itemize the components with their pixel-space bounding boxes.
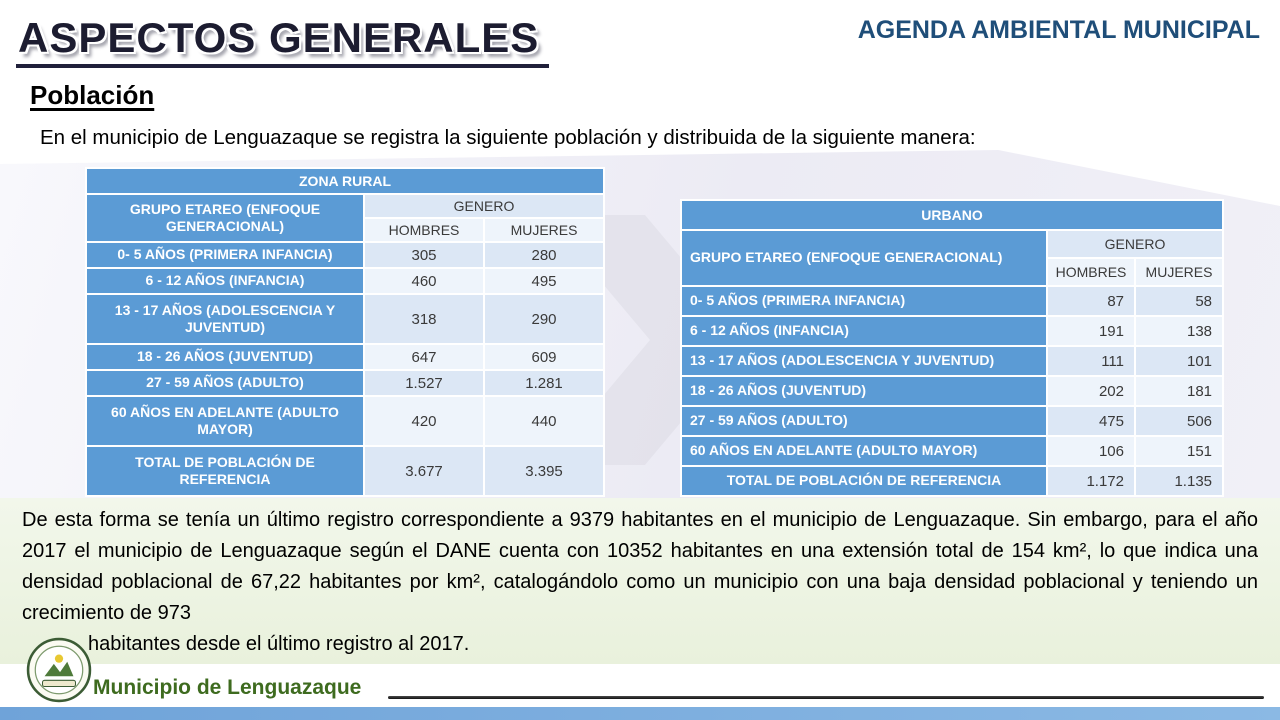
row-mujeres-value: 495 xyxy=(482,267,606,295)
row-mujeres-value: 58 xyxy=(1133,285,1225,317)
row-label: 13 - 17 AÑOS (ADOLESCENCIA Y JUVENTUD) xyxy=(680,345,1048,377)
row-hombres-value: 111 xyxy=(1046,345,1136,377)
row-hombres-value: 305 xyxy=(363,241,485,269)
row-label: 0- 5 AÑOS (PRIMERA INFANCIA) xyxy=(680,285,1048,317)
table-row: 18 - 26 AÑOS (JUVENTUD) 202 181 xyxy=(680,375,1225,407)
row-mujeres-value: 181 xyxy=(1133,375,1225,407)
table-row: 6 - 12 AÑOS (INFANCIA) 191 138 xyxy=(680,315,1225,347)
table-total-row: TOTAL DE POBLACIÓN DE REFERENCIA 3.677 3… xyxy=(85,445,606,497)
table-header-row: HOMBRES MUJERES xyxy=(86,217,606,243)
row-mujeres-value: 138 xyxy=(1133,315,1225,347)
total-mujeres-value: 3.395 xyxy=(482,445,606,497)
row-label: 60 AÑOS EN ADELANTE (ADULTO MAYOR) xyxy=(85,395,365,447)
row-label: 27 - 59 AÑOS (ADULTO) xyxy=(85,369,365,397)
intro-text: En el municipio de Lenguazaque se regist… xyxy=(40,126,976,149)
table-row: 0- 5 AÑOS (PRIMERA INFANCIA) 305 280 xyxy=(85,241,606,269)
table-row: 27 - 59 AÑOS (ADULTO) 1.527 1.281 xyxy=(85,369,606,397)
urban-hombres-header: HOMBRES xyxy=(1046,257,1136,287)
rural-group-header: GRUPO ETAREO (ENFOQUE GENERACIONAL) xyxy=(85,193,365,243)
row-label: 6 - 12 AÑOS (INFANCIA) xyxy=(680,315,1048,347)
row-label: 27 - 59 AÑOS (ADULTO) xyxy=(680,405,1048,437)
municipio-crest-logo xyxy=(26,637,92,703)
row-mujeres-value: 609 xyxy=(482,343,606,371)
row-label: 60 AÑOS EN ADELANTE (ADULTO MAYOR) xyxy=(680,435,1048,467)
row-label: 18 - 26 AÑOS (JUVENTUD) xyxy=(680,375,1048,407)
urban-group-header: GRUPO ETAREO (ENFOQUE GENERACIONAL) xyxy=(680,229,1048,287)
total-row-label: TOTAL DE POBLACIÓN DE REFERENCIA xyxy=(85,445,365,497)
table-row: 60 AÑOS EN ADELANTE (ADULTO MAYOR) 106 1… xyxy=(680,435,1225,467)
zona-rural-table: ZONA RURAL GRUPO ETAREO (ENFOQUE GENERAC… xyxy=(84,167,606,497)
table-header-row: GRUPO ETAREO (ENFOQUE GENERACIONAL) GENE… xyxy=(85,193,606,243)
row-hombres-value: 191 xyxy=(1046,315,1136,347)
row-mujeres-value: 1.281 xyxy=(482,369,606,397)
table-row: 6 - 12 AÑOS (INFANCIA) 460 495 xyxy=(85,267,606,295)
row-hombres-value: 460 xyxy=(363,267,485,295)
table-row: 27 - 59 AÑOS (ADULTO) 475 506 xyxy=(680,405,1225,437)
summary-band: De esta forma se tenía un último registr… xyxy=(0,498,1280,664)
total-mujeres-value: 1.135 xyxy=(1133,465,1225,497)
urbano-table: URBANO GRUPO ETAREO (ENFOQUE GENERACIONA… xyxy=(679,199,1225,497)
table-total-row: TOTAL DE POBLACIÓN DE REFERENCIA 1.172 1… xyxy=(680,465,1225,497)
rural-hombres-header: HOMBRES xyxy=(363,217,485,243)
urban-table-title: URBANO xyxy=(679,199,1225,231)
row-label: 6 - 12 AÑOS (INFANCIA) xyxy=(85,267,365,295)
table-row: 13 - 17 AÑOS (ADOLESCENCIA Y JUVENTUD) 3… xyxy=(85,293,606,345)
row-mujeres-value: 101 xyxy=(1133,345,1225,377)
summary-paragraph: De esta forma se tenía un último registr… xyxy=(22,509,1258,624)
table-row: 60 AÑOS EN ADELANTE (ADULTO MAYOR) 420 4… xyxy=(85,395,606,447)
footer-rule xyxy=(388,696,1264,699)
municipality-name: Municipio de Lenguazaque xyxy=(93,676,362,699)
row-mujeres-value: 151 xyxy=(1133,435,1225,467)
table-header-row: GRUPO ETAREO (ENFOQUE GENERACIONAL) GENE… xyxy=(680,229,1225,287)
bottom-bar xyxy=(0,707,1280,720)
page-title: ASPECTOS GENERALES xyxy=(16,15,550,69)
rural-mujeres-header: MUJERES xyxy=(482,217,606,243)
row-mujeres-value: 280 xyxy=(482,241,606,269)
section-heading: Población xyxy=(30,80,155,110)
row-hombres-value: 475 xyxy=(1046,405,1136,437)
row-hombres-value: 87 xyxy=(1046,285,1136,317)
total-row-label: TOTAL DE POBLACIÓN DE REFERENCIA xyxy=(680,465,1048,497)
row-hombres-value: 202 xyxy=(1046,375,1136,407)
row-label: 13 - 17 AÑOS (ADOLESCENCIA Y JUVENTUD) xyxy=(85,293,365,345)
total-hombres-value: 1.172 xyxy=(1046,465,1136,497)
row-hombres-value: 106 xyxy=(1046,435,1136,467)
row-hombres-value: 1.527 xyxy=(363,369,485,397)
urban-mujeres-header: MUJERES xyxy=(1133,257,1225,287)
table-row: 18 - 26 AÑOS (JUVENTUD) 647 609 xyxy=(85,343,606,371)
total-hombres-value: 3.677 xyxy=(363,445,485,497)
summary-paragraph-continued: habitantes desde el último registro al 2… xyxy=(88,633,470,655)
row-mujeres-value: 290 xyxy=(482,293,606,345)
table-title-row: ZONA RURAL xyxy=(84,167,606,195)
rural-genero-header: GENERO xyxy=(362,193,606,219)
urban-genero-header: GENERO xyxy=(1045,229,1225,259)
rural-table-title: ZONA RURAL xyxy=(84,167,606,195)
row-label: 18 - 26 AÑOS (JUVENTUD) xyxy=(85,343,365,371)
table-row: 13 - 17 AÑOS (ADOLESCENCIA Y JUVENTUD) 1… xyxy=(680,345,1225,377)
table-title-row: URBANO xyxy=(679,199,1225,231)
row-mujeres-value: 440 xyxy=(482,395,606,447)
table-row: 0- 5 AÑOS (PRIMERA INFANCIA) 87 58 xyxy=(680,285,1225,317)
row-label: 0- 5 AÑOS (PRIMERA INFANCIA) xyxy=(85,241,365,269)
row-hombres-value: 420 xyxy=(363,395,485,447)
table-header-row: HOMBRES MUJERES xyxy=(681,257,1225,287)
row-mujeres-value: 506 xyxy=(1133,405,1225,437)
row-hombres-value: 318 xyxy=(363,293,485,345)
row-hombres-value: 647 xyxy=(363,343,485,371)
agenda-title: AGENDA AMBIENTAL MUNICIPAL xyxy=(857,16,1260,44)
